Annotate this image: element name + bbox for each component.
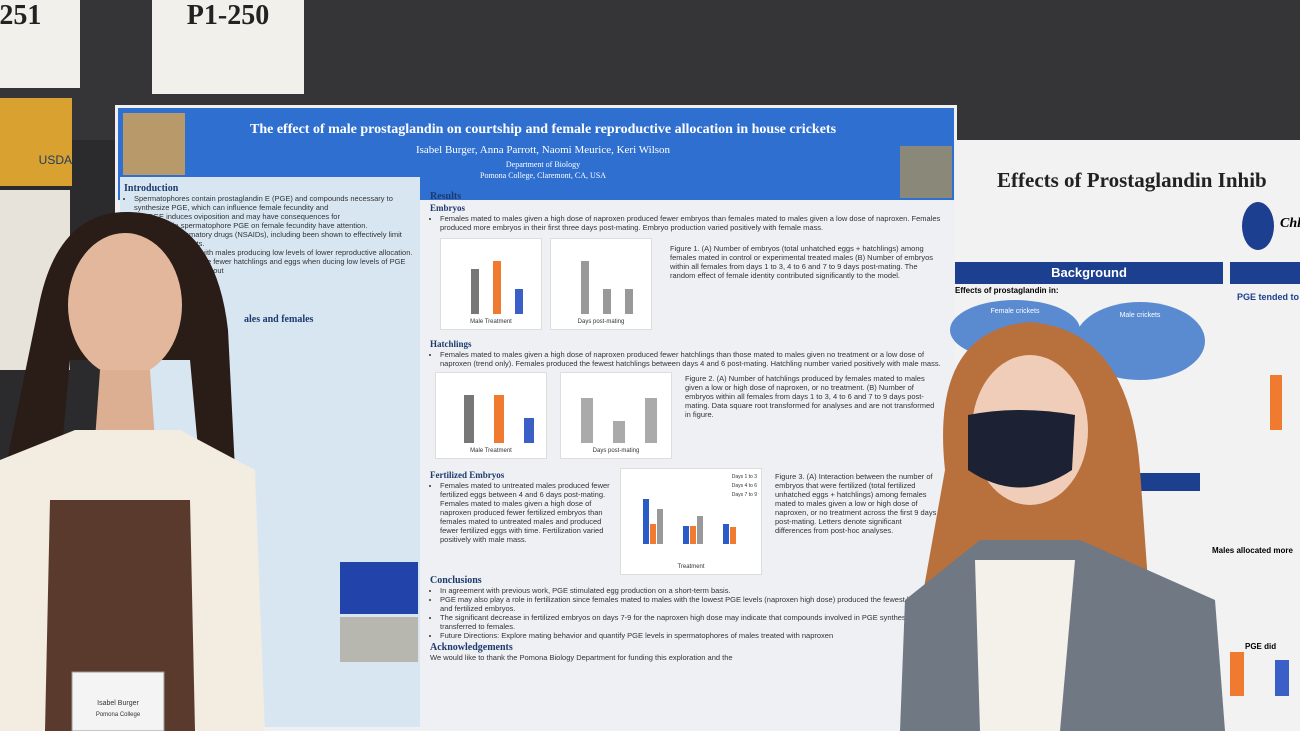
figure-row: Male Treatment Days post-mating Figure 2… xyxy=(430,368,950,468)
bar xyxy=(524,418,534,443)
label: PGE did xyxy=(1245,642,1277,651)
bar xyxy=(1230,652,1244,696)
caption: Figure 3. (A) Interaction between the nu… xyxy=(775,472,937,535)
bullet: Future Directions: Explore mating behavi… xyxy=(440,631,950,640)
figure-row: Male Treatment Days post-mating Figure 1… xyxy=(430,232,950,337)
axis-label: Treatment xyxy=(677,564,705,570)
section-heading: Acknowledgements xyxy=(430,642,513,653)
legend-item: Days 7 to 9 xyxy=(731,492,757,498)
bar xyxy=(1270,375,1282,430)
text-block: Fertilized EmbryosFemales mated to untre… xyxy=(430,468,610,545)
poster-title: The effect of male prostaglandin on cour… xyxy=(249,122,837,137)
face xyxy=(68,233,182,377)
badge-name: Isabel Burger xyxy=(97,700,139,707)
subheading: Embryos xyxy=(430,203,466,213)
name-badge xyxy=(71,671,165,731)
bar xyxy=(515,289,523,314)
bullet: The significant decrease in fertilized e… xyxy=(440,613,950,631)
bar xyxy=(625,289,633,314)
section-heading: Conclusions xyxy=(430,575,482,586)
t-shirt xyxy=(975,560,1075,731)
axis-label: Male Treatment xyxy=(470,319,512,325)
badge-school: Pomona College xyxy=(96,712,141,718)
label: PGE tended to xyxy=(1237,292,1300,302)
bullet: Females mated to untreated males produce… xyxy=(440,481,610,544)
section-heading: Introduction xyxy=(124,183,179,194)
bar xyxy=(650,524,656,544)
bar xyxy=(690,526,696,544)
chart: Male Treatment xyxy=(435,372,547,459)
bar xyxy=(493,261,501,314)
section-heading: ales and females xyxy=(244,314,314,325)
bar xyxy=(581,261,589,314)
right-column: Results Embryos Females mated to males g… xyxy=(430,189,950,729)
bullet: Spermatophores contain prostaglandin E (… xyxy=(134,194,416,212)
axis-label: Days post-mating xyxy=(592,448,640,454)
sign: -251 xyxy=(0,0,80,88)
legend-item: Days 1 to 3 xyxy=(731,474,757,480)
subheading: Fertilized Embryos xyxy=(430,470,505,480)
mask xyxy=(968,410,1075,488)
bar xyxy=(697,516,703,544)
axis-label: Male Treatment xyxy=(470,448,512,454)
authors: Isabel Burger, Anna Parrott, Naomi Meuri… xyxy=(415,144,671,156)
bar xyxy=(494,395,504,443)
bar xyxy=(613,421,625,443)
bar xyxy=(471,269,479,314)
bar xyxy=(1275,660,1289,696)
bar xyxy=(645,398,657,443)
chart: Male Treatment xyxy=(440,238,542,330)
author: Chl xyxy=(1280,216,1300,231)
bullet: of variation in spermatophore PGE on fem… xyxy=(134,221,416,230)
logo xyxy=(1242,202,1274,250)
sign-label: -251 xyxy=(0,0,42,31)
usda-card: USDA xyxy=(0,98,72,186)
chart: Days post-mating xyxy=(560,372,672,459)
photo xyxy=(340,562,418,614)
section-heading: Results xyxy=(430,191,462,202)
legend-item: Days 4 to 6 xyxy=(731,483,757,489)
paragraph: We would like to thank the Pomona Biolog… xyxy=(430,653,733,662)
affiliation: Pomona College, Claremont, CA, USA xyxy=(480,171,606,180)
subheading: Hatchlings xyxy=(430,339,472,349)
bar xyxy=(657,509,663,544)
legend: Days 1 to 3 Days 4 to 6 Days 7 to 9 xyxy=(732,473,757,500)
figure-row: Fertilized EmbryosFemales mated to untre… xyxy=(430,468,950,575)
label: Effects of prostaglandin in: xyxy=(955,286,1059,295)
bar xyxy=(730,527,736,544)
bullet: that females paired with males producing… xyxy=(134,248,416,257)
sign-label: P1-250 xyxy=(186,0,270,31)
chart: Days post-mating xyxy=(550,238,652,330)
bar xyxy=(683,526,689,544)
caption: Figure 1. (A) Number of embryos (total u… xyxy=(670,244,934,280)
department: Department of Biology xyxy=(505,160,581,169)
badge-text: USDA xyxy=(38,153,72,167)
label: Males allocated more xyxy=(1212,546,1293,555)
bullet: Females mated to males given a high dose… xyxy=(440,214,950,232)
bullet: Females mated to males given a high dose… xyxy=(440,350,950,368)
bullet: PGE may also play a role in fertilizatio… xyxy=(440,595,950,613)
bullet: In agreement with previous work, PGE sti… xyxy=(440,586,950,595)
bullet: ous PGE induces oviposition and may have… xyxy=(134,212,416,221)
bar xyxy=(723,524,729,544)
bar xyxy=(603,289,611,314)
cricket-photo xyxy=(900,146,952,198)
caption: Figure 2. (A) Number of hatchlings produ… xyxy=(685,374,935,419)
axis-label: Days post-mating xyxy=(577,319,625,325)
bar xyxy=(581,398,593,443)
poster-title: Effects of Prostaglandin Inhib xyxy=(997,168,1267,192)
cricket-photo xyxy=(123,113,185,175)
section-header xyxy=(1230,262,1300,284)
photo xyxy=(340,617,418,662)
chart: Treatment Days 1 to 3 Days 4 to 6 Days 7 to… xyxy=(620,468,762,575)
sign: P1-250 xyxy=(152,0,304,94)
bar xyxy=(643,499,649,544)
section-header: Background xyxy=(955,262,1223,284)
bar xyxy=(464,395,474,443)
neck xyxy=(95,370,155,440)
bullet-list: In agreement with previous work, PGE sti… xyxy=(430,586,950,640)
